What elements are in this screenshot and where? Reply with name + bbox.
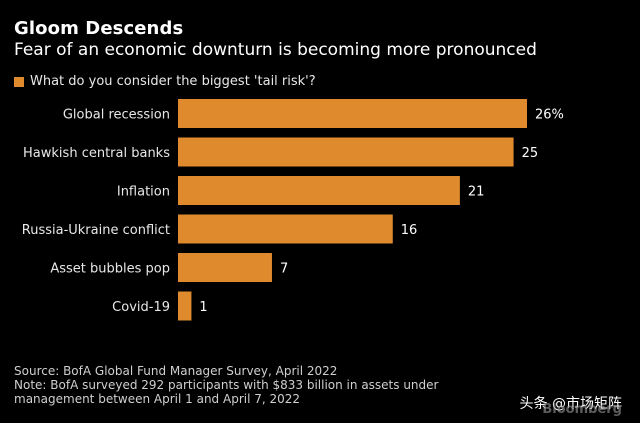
value-label-5: 1 xyxy=(199,300,207,315)
value-label-3: 16 xyxy=(401,223,418,238)
watermark: 头条 @市场矩阵 Bloomberg xyxy=(519,393,622,417)
category-label-3: Russia-Ukraine conflict xyxy=(22,223,170,238)
chart-subtitle: Fear of an economic downturn is becoming… xyxy=(14,40,537,60)
category-label-2: Inflation xyxy=(117,185,170,200)
bar-5 xyxy=(178,291,192,321)
footer-notes: Source: BofA Global Fund Manager Survey,… xyxy=(14,364,438,406)
chart-title: Gloom Descends xyxy=(14,18,184,39)
bar-1 xyxy=(178,137,514,167)
legend: What do you consider the biggest 'tail r… xyxy=(14,74,316,89)
note-text-line2: management between April 1 and April 7, … xyxy=(14,392,301,406)
category-label-4: Asset bubbles pop xyxy=(50,262,170,277)
value-label-1: 25 xyxy=(522,146,539,161)
legend-swatch xyxy=(14,76,24,87)
value-label-0: 26% xyxy=(535,108,564,123)
category-label-5: Covid-19 xyxy=(112,300,170,315)
category-label-0: Global recession xyxy=(63,108,170,123)
bar-4 xyxy=(178,253,272,282)
watermark-text: 头条 @市场矩阵 xyxy=(519,396,622,412)
brand-logo-text: Bloomberg xyxy=(542,402,622,417)
legend-label: What do you consider the biggest 'tail r… xyxy=(30,74,316,89)
value-label-2: 21 xyxy=(468,185,485,200)
note-text-line1: Note: BofA surveyed 292 participants wit… xyxy=(14,378,439,392)
bar-chart: Global recession 26% Hawkish central banks… xyxy=(22,99,564,321)
source-text: Source: BofA Global Fund Manager Survey,… xyxy=(14,364,338,378)
bar-3 xyxy=(178,214,393,244)
value-label-4: 7 xyxy=(280,262,288,277)
category-label-1: Hawkish central banks xyxy=(23,146,170,161)
bar-2 xyxy=(178,176,460,205)
bar-0 xyxy=(178,99,527,128)
